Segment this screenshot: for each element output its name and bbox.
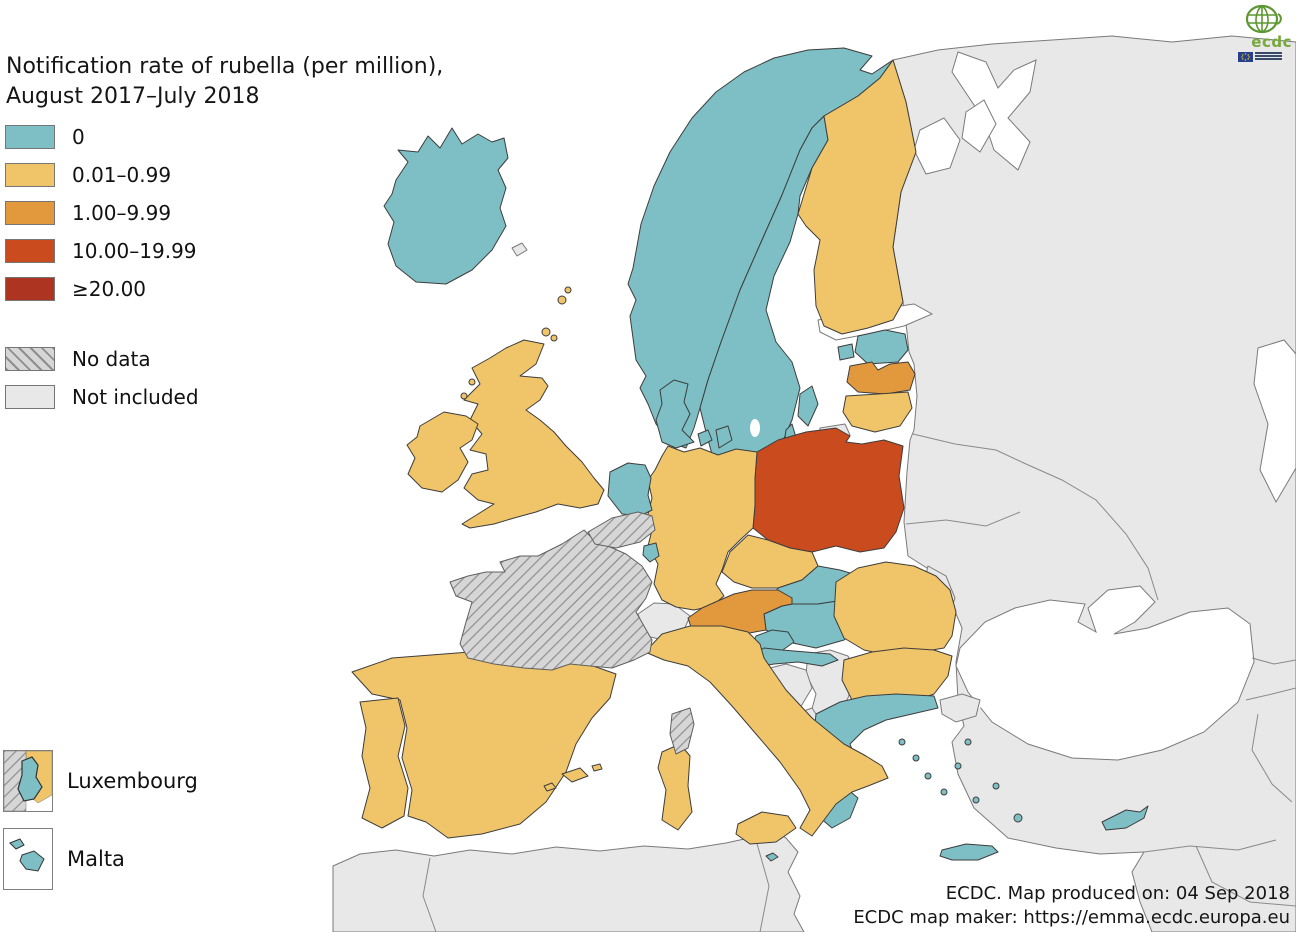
island-menorca: [591, 763, 603, 772]
inset-malta-box: [3, 828, 53, 890]
country-malta: [765, 852, 779, 862]
country-france: [449, 529, 653, 671]
country-bulgaria: [841, 647, 953, 709]
island-funen: [697, 429, 713, 447]
inset-luxembourg-map: [3, 750, 53, 812]
island-zealand: [715, 425, 733, 449]
ecdc-logo: ecdc: [1234, 4, 1294, 64]
black-sea: [955, 585, 1255, 761]
island-crete: [939, 843, 999, 861]
country-denmark: [655, 379, 695, 449]
country-czech-republic: [721, 534, 819, 589]
island-mallorca: [561, 767, 589, 783]
legend-classes: 0 0.01–0.99 1.00–9.99 10.00–19.99 ≥20.00: [5, 125, 197, 315]
legend-label-3: 10.00–19.99: [72, 239, 197, 263]
noneu-internal-borders: [905, 433, 1296, 907]
island-saaremaa: [837, 343, 855, 361]
legend-swatch-3: [5, 239, 55, 263]
legend-label-2: 1.00–9.99: [72, 201, 172, 225]
legend-swatch-0: [5, 125, 55, 149]
inset-malta-label: Malta: [67, 847, 125, 871]
white-sea: [951, 51, 1037, 171]
legend-label-notincluded: Not included: [72, 385, 199, 409]
legend-swatch-nodata: [5, 347, 55, 371]
island-sicily: [735, 811, 797, 845]
legend-swatch-2: [5, 201, 55, 225]
lake-onega: [961, 99, 997, 153]
legend-label-nodata: No data: [72, 347, 151, 371]
island-gotland: [797, 385, 819, 427]
country-luxembourg: [642, 542, 660, 563]
map-title: Notification rate of rubella (per millio…: [6, 52, 443, 112]
country-germany: [647, 445, 758, 611]
legend-row-4: ≥20.00: [5, 277, 197, 301]
country-latvia: [846, 361, 916, 395]
country-faroe-islands: [511, 242, 528, 257]
inset-island-gozo: [9, 838, 25, 850]
lake-vanern: [750, 419, 760, 437]
island-ibiza: [543, 782, 557, 792]
ecdc-globe-icon: [1245, 4, 1282, 34]
country-ireland: [406, 411, 479, 493]
africa-internal-borders: [422, 839, 770, 932]
country-poland: [752, 427, 905, 553]
caspian-sea: [1253, 339, 1296, 504]
country-belgium: [587, 511, 656, 549]
inset-luxembourg: Luxembourg: [3, 750, 198, 812]
inset-luxembourg-label: Luxembourg: [67, 769, 198, 793]
credit-produced-on: ECDC. Map produced on: 04 Sep 2018: [945, 883, 1290, 904]
legend-special: No data Not included: [5, 347, 199, 423]
ecdc-logo-smalltext: [1255, 52, 1282, 61]
country-netherlands: [607, 462, 653, 517]
ecdc-wordmark: ecdc: [1251, 33, 1292, 51]
uk-northern-isles: [460, 286, 572, 400]
legend-swatch-4: [5, 277, 55, 301]
inset-malta: Malta: [3, 828, 198, 890]
map-title-line2: August 2017–July 2018: [6, 84, 260, 109]
credit-map-maker: ECDC map maker: https://emma.ecdc.europa…: [853, 907, 1290, 928]
map-title-line1: Notification rate of rubella (per millio…: [6, 54, 444, 79]
legend-swatch-1: [5, 163, 55, 187]
inset-island-malta: [19, 850, 45, 872]
legend-label-4: ≥20.00: [72, 277, 147, 301]
aegean-islands: [796, 738, 1023, 823]
map-credits: ECDC. Map produced on: 04 Sep 2018 ECDC …: [853, 882, 1290, 930]
country-estonia: [854, 329, 909, 365]
legend-row-2: 1.00–9.99: [5, 201, 197, 225]
legend-row-nodata: No data: [5, 347, 199, 371]
country-cyprus: [1101, 805, 1149, 831]
country-finland: [797, 59, 917, 335]
legend-row-3: 10.00–19.99: [5, 239, 197, 263]
inset-malta-map: [4, 829, 52, 889]
legend-swatch-notincluded: [5, 385, 55, 409]
ecdc-eu-flag-row: [1234, 52, 1294, 62]
legend-label-1: 0.01–0.99: [72, 163, 172, 187]
insets: Luxembourg Malta: [3, 750, 198, 906]
island-corsica: [669, 707, 695, 755]
legend-row-notincluded: Not included: [5, 385, 199, 409]
ecdc-leaf-curl: [1276, 13, 1282, 25]
country-turkey-thrace: [939, 693, 981, 723]
inset-luxembourg-box: [3, 750, 53, 812]
country-portugal: [359, 697, 409, 829]
country-romania: [833, 561, 957, 657]
country-italy: [644, 625, 889, 837]
region-north-africa: [332, 828, 805, 932]
country-iceland: [383, 127, 509, 285]
inset-country-luxembourg: [17, 756, 43, 802]
eu-flag-icon: [1238, 52, 1253, 62]
legend-label-0: 0: [72, 125, 85, 149]
legend-row-1: 0.01–0.99: [5, 163, 197, 187]
country-lithuania: [842, 391, 913, 433]
legend-row-0: 0: [5, 125, 197, 149]
